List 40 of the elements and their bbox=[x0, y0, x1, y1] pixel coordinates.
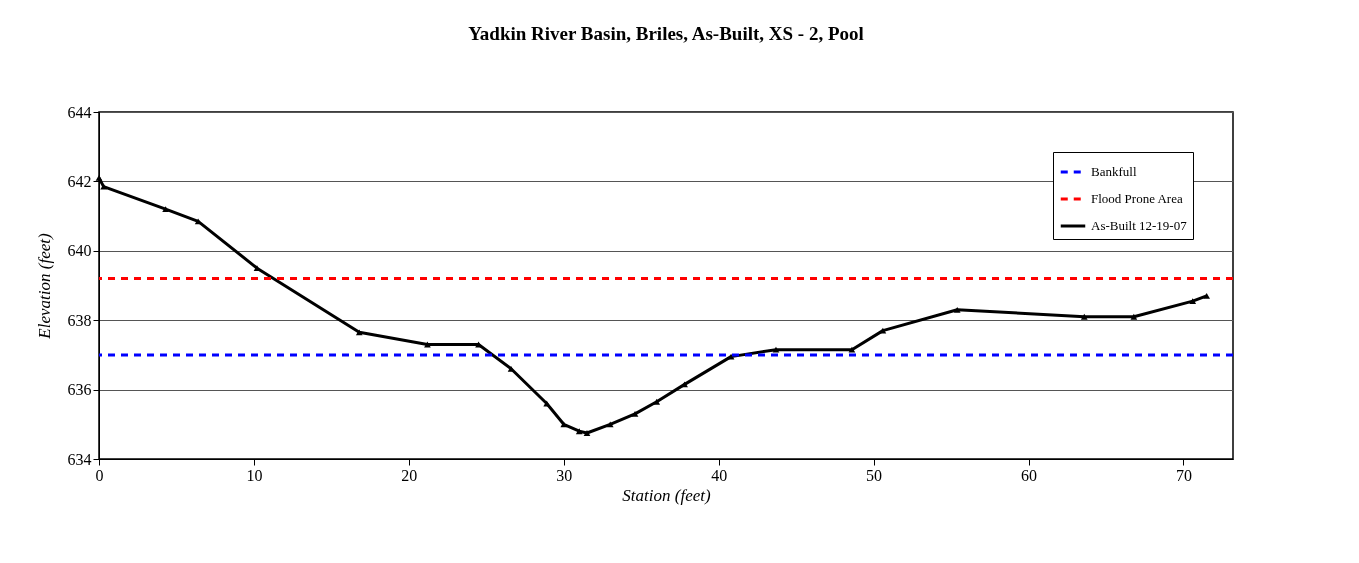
y-tick-label: 634 bbox=[67, 450, 92, 468]
chart-title: Yadkin River Basin, Briles, As-Built, XS - 2, Pool bbox=[468, 23, 864, 44]
point bbox=[583, 430, 591, 436]
y-tick-label: 638 bbox=[67, 311, 92, 329]
point bbox=[507, 365, 515, 372]
legend-label: Flood Prone Area bbox=[1091, 191, 1183, 206]
y-tick-label: 644 bbox=[67, 103, 92, 121]
point bbox=[727, 353, 735, 360]
x-tick-label: 30 bbox=[556, 466, 573, 484]
x-tick-label: 20 bbox=[401, 466, 418, 484]
point bbox=[1080, 313, 1088, 320]
point bbox=[606, 421, 614, 428]
point bbox=[355, 329, 363, 336]
point bbox=[560, 421, 568, 428]
point bbox=[772, 346, 780, 353]
y-tick-label: 640 bbox=[67, 242, 92, 260]
point bbox=[653, 398, 661, 405]
point bbox=[879, 327, 887, 334]
x-tick-label: 60 bbox=[1021, 466, 1038, 484]
y-tick-label: 636 bbox=[67, 381, 92, 399]
legend-label: As-Built 12-19-07 bbox=[1091, 218, 1188, 233]
point bbox=[1189, 298, 1197, 305]
x-tick-label: 40 bbox=[711, 466, 728, 484]
point bbox=[95, 175, 103, 181]
point bbox=[162, 206, 169, 213]
y-tick-label: 642 bbox=[67, 172, 92, 190]
x-tick-label: 50 bbox=[866, 466, 883, 484]
x-tick-label: 10 bbox=[246, 466, 263, 484]
x-tick-label: 0 bbox=[95, 466, 104, 484]
point bbox=[848, 346, 856, 353]
point bbox=[575, 428, 583, 435]
x-tick-label: 70 bbox=[1175, 466, 1192, 484]
y-axis-title: Elevation (feet) bbox=[34, 233, 54, 340]
point bbox=[1130, 313, 1138, 320]
point bbox=[1203, 293, 1211, 299]
x-axis-title: Station (feet) bbox=[622, 485, 711, 505]
point bbox=[953, 306, 961, 313]
legend-label: Bankfull bbox=[1091, 164, 1137, 179]
point bbox=[631, 410, 639, 417]
point bbox=[100, 183, 107, 190]
